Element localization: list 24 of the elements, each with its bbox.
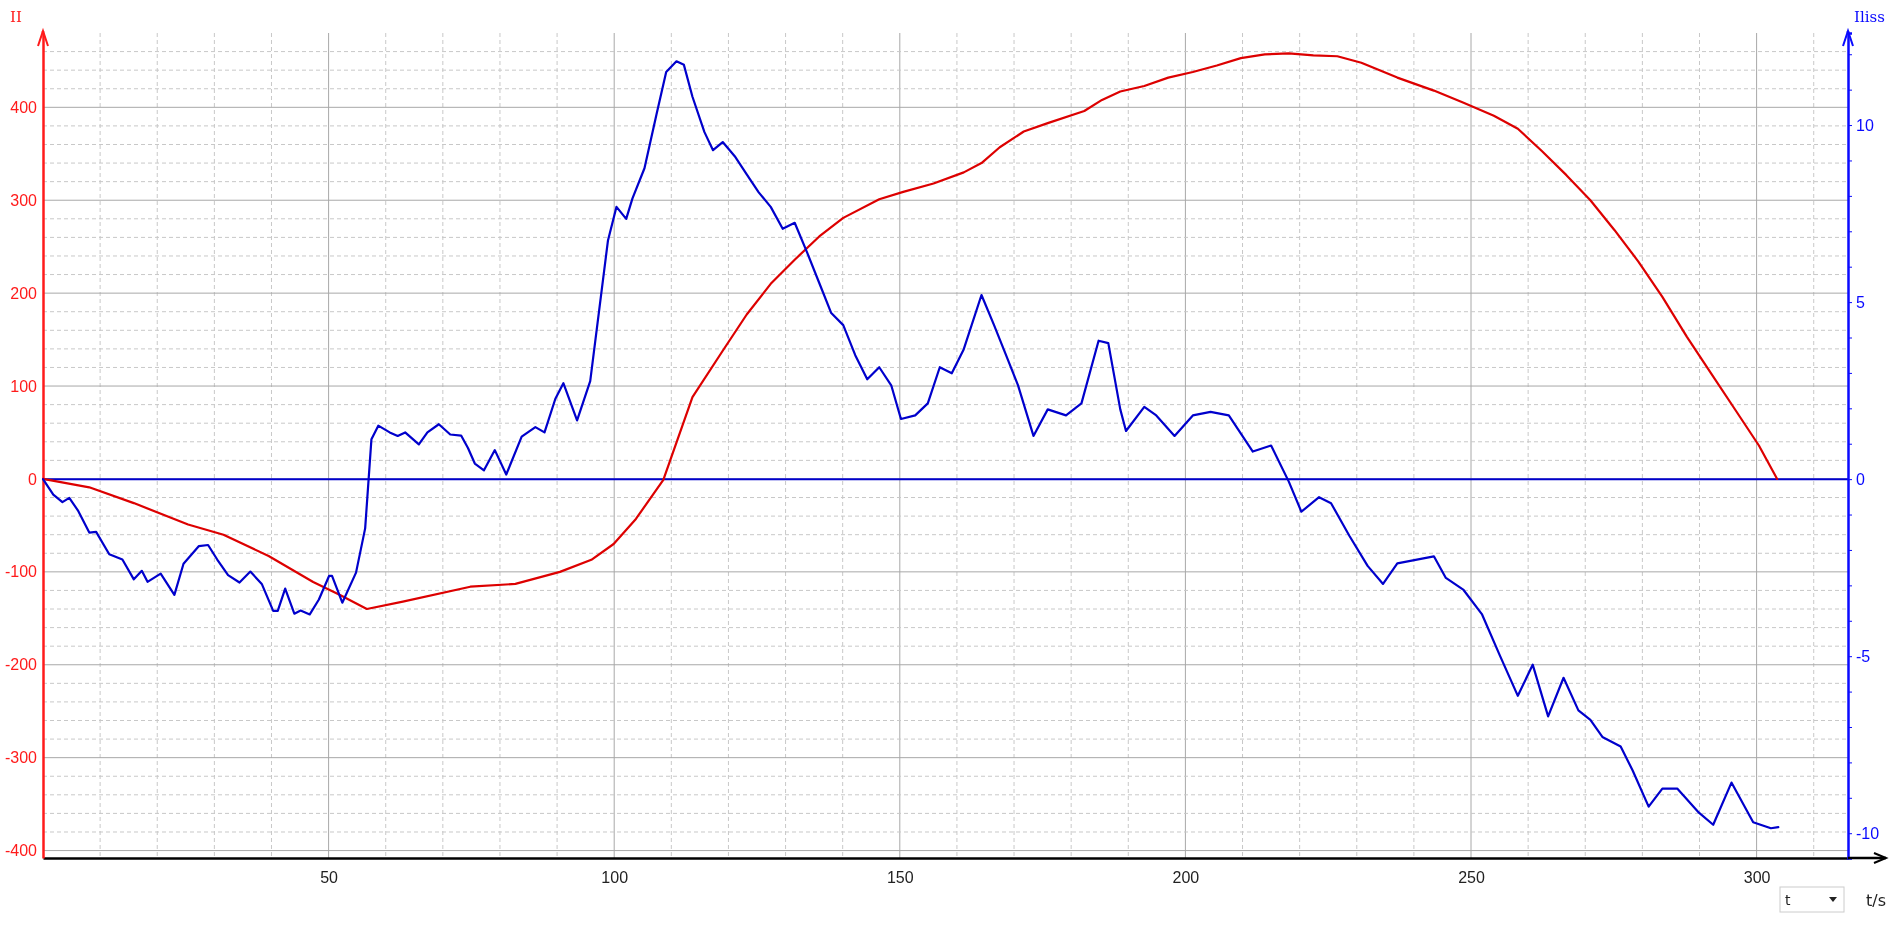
x-tick-label: 300: [1743, 869, 1771, 887]
y-tick-label: -300: [4, 749, 38, 767]
y-tick-label: 200: [10, 284, 38, 302]
x-tick-label: 200: [1172, 869, 1200, 887]
y-tick-label: -100: [4, 563, 38, 581]
y2-tick-label: -10: [1856, 824, 1880, 842]
y2-tick-label: 5: [1856, 293, 1865, 311]
x-tick-label: 250: [1458, 869, 1485, 887]
x-tick-label: 50: [320, 869, 339, 887]
dropdown-field: t: [1779, 886, 1845, 913]
x-tick-label: 150: [886, 869, 914, 887]
y-tick-label: 100: [10, 377, 38, 395]
y-tick-label: 300: [10, 191, 38, 209]
y2-tick-label: -5: [1856, 647, 1871, 665]
y-tick-label: -200: [4, 656, 38, 674]
y2-tick-label: 0: [1856, 470, 1865, 488]
y-tick-label: -400: [4, 842, 38, 860]
y-tick-label: 0: [28, 470, 38, 488]
x-tick-label: 100: [601, 869, 629, 887]
x-axis-title: t/s: [1866, 891, 1886, 910]
y-axis-title: II: [10, 8, 22, 26]
y2-axis-title: Iliss: [1854, 8, 1885, 26]
y-tick-label: 400: [10, 98, 38, 116]
y2-tick-label: 10: [1856, 116, 1874, 134]
